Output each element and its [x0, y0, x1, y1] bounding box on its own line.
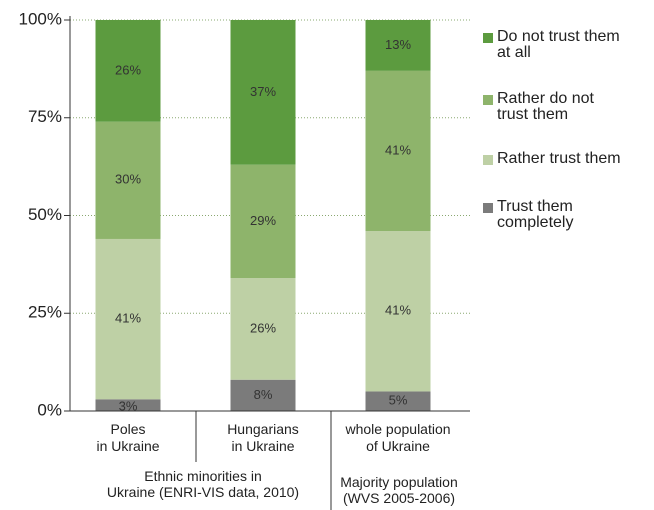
bar-segment: [95, 121, 161, 239]
legend-swatch: [483, 155, 493, 165]
y-tick-label: 25%: [28, 303, 62, 322]
bar-segment: [95, 238, 161, 400]
value-label: 30%: [115, 172, 141, 187]
bar-segment: [365, 20, 431, 71]
x-tick-label: whole population of Ukraine: [345, 421, 451, 454]
value-label: 26%: [115, 62, 141, 77]
legend-label: Trust them completely: [497, 198, 574, 231]
value-label: 37%: [250, 84, 276, 99]
legend-swatch: [483, 203, 493, 213]
value-label: 41%: [115, 311, 141, 326]
legend-label: Rather trust them: [497, 150, 621, 167]
value-label: 41%: [385, 303, 411, 318]
y-tick-label: 50%: [28, 205, 62, 224]
bar-segment: [230, 278, 296, 380]
y-tick-label: 0%: [37, 400, 62, 419]
value-label: 8%: [254, 387, 273, 402]
bar-segment: [365, 231, 431, 392]
x-tick-label: Poles in Ukraine: [96, 421, 160, 454]
bar-segment: [230, 164, 296, 279]
value-label: 41%: [385, 142, 411, 157]
x-tick-label: Hungarians in Ukraine: [227, 421, 299, 454]
legend-label: Rather do not trust them: [497, 90, 594, 123]
value-label: 13%: [385, 37, 411, 52]
value-label: 3%: [119, 399, 138, 414]
y-tick-label: 100%: [19, 9, 62, 28]
bar-segment: [365, 391, 431, 411]
bar-segment: [365, 70, 431, 232]
legend-swatch: [483, 33, 493, 43]
bar-segment: [95, 20, 161, 122]
group-label: Ethnic minorities in Ukraine (ENRI-VIS d…: [106, 468, 300, 500]
value-label: 26%: [250, 320, 276, 335]
legend-label: Do not trust them at all: [497, 28, 620, 61]
bar-segment: [95, 399, 161, 411]
value-label: 29%: [250, 213, 276, 228]
y-tick-label: 75%: [28, 107, 62, 126]
legend-swatch: [483, 95, 493, 105]
group-label: Majority population (WVS 2005-2006): [340, 474, 458, 506]
bar-segment: [230, 379, 296, 411]
value-label: 5%: [389, 393, 408, 408]
bar-segment: [230, 20, 296, 165]
